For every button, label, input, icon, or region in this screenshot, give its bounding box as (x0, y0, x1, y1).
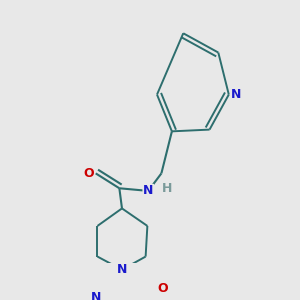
Text: O: O (158, 283, 168, 296)
Text: H: H (162, 182, 173, 195)
Text: N: N (143, 184, 153, 197)
Text: N: N (91, 291, 101, 300)
Text: O: O (83, 167, 94, 180)
Text: N: N (117, 263, 127, 276)
Text: N: N (231, 88, 241, 101)
